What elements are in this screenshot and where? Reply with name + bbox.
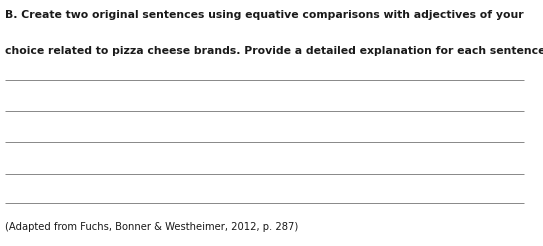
Text: choice related to pizza cheese brands. Provide a detailed explanation for each s: choice related to pizza cheese brands. P…	[5, 46, 543, 56]
Text: (Adapted from Fuchs, Bonner & Westheimer, 2012, p. 287): (Adapted from Fuchs, Bonner & Westheimer…	[5, 222, 299, 232]
Text: B. Create two original sentences using equative comparisons with adjectives of y: B. Create two original sentences using e…	[5, 10, 524, 20]
